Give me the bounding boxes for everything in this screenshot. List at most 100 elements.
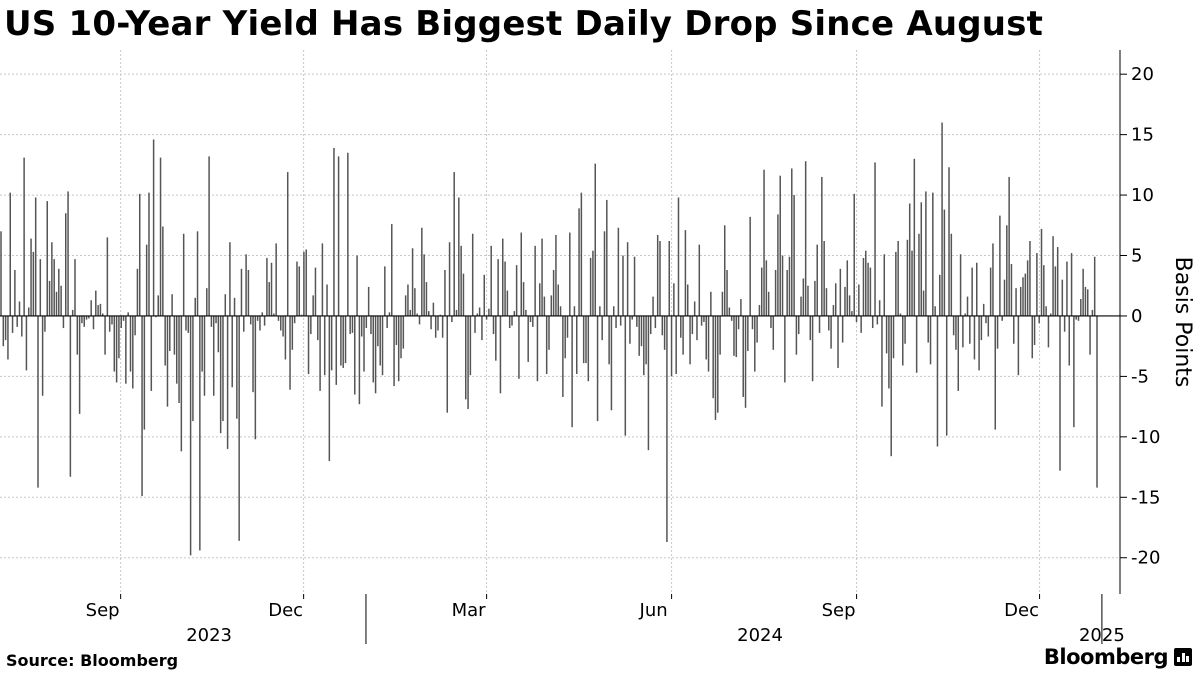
bar — [229, 242, 231, 316]
bar — [841, 315, 844, 343]
bar — [608, 315, 610, 365]
bar — [825, 288, 828, 316]
bar — [932, 192, 934, 316]
bar — [377, 315, 379, 347]
bar — [603, 231, 606, 316]
bar — [236, 315, 238, 419]
bar — [1061, 279, 1064, 316]
bar — [270, 262, 273, 316]
y-tick-labels: 20 15 10 5 0 -5 -10 -15 -20 — [1131, 64, 1160, 569]
bar — [619, 315, 622, 326]
bar — [599, 306, 601, 316]
bar — [247, 270, 250, 316]
bar — [460, 245, 462, 316]
bar — [268, 282, 270, 316]
bar — [647, 315, 650, 451]
bar — [284, 315, 287, 360]
bar — [441, 315, 444, 338]
bar — [943, 209, 946, 316]
bar — [832, 305, 835, 316]
bar — [885, 315, 888, 354]
bar — [400, 315, 402, 359]
bar — [1075, 315, 1077, 320]
bar — [804, 161, 807, 316]
bar — [273, 313, 275, 316]
bar — [626, 242, 629, 316]
bar — [342, 315, 344, 368]
bar — [712, 315, 714, 399]
bar — [185, 315, 187, 331]
bar — [562, 315, 564, 397]
bar — [78, 315, 81, 414]
bar — [104, 315, 106, 355]
bar — [851, 311, 853, 316]
bar — [969, 315, 971, 344]
bar — [492, 315, 495, 335]
bar — [1040, 228, 1043, 316]
bar — [1033, 315, 1036, 345]
bar — [973, 315, 976, 360]
bar — [386, 315, 388, 329]
bar — [141, 315, 143, 497]
chart-title: US 10-Year Yield Has Biggest Daily Drop … — [4, 4, 1044, 44]
bar — [92, 315, 95, 330]
bar — [434, 315, 437, 338]
bar — [152, 139, 155, 316]
bar — [696, 315, 698, 341]
bar — [601, 315, 603, 341]
bar — [809, 315, 812, 341]
bar — [122, 315, 125, 321]
bar — [610, 315, 613, 411]
bar — [573, 306, 576, 316]
bar — [737, 315, 740, 330]
bar — [1073, 315, 1075, 428]
bar — [148, 192, 150, 316]
bar — [957, 315, 960, 391]
bar — [113, 315, 116, 372]
bar — [922, 290, 925, 316]
bar — [173, 315, 176, 355]
bar — [566, 315, 569, 338]
bar — [723, 225, 726, 316]
bar — [164, 315, 166, 366]
bar — [855, 315, 858, 322]
bar — [300, 314, 303, 316]
bar — [659, 241, 661, 316]
bar — [444, 270, 446, 316]
bar — [95, 290, 97, 316]
bar — [950, 233, 953, 316]
bar — [978, 315, 980, 371]
bar — [807, 285, 809, 316]
bar — [478, 307, 481, 316]
bar — [18, 301, 21, 316]
bar — [649, 315, 652, 335]
bar — [363, 315, 365, 372]
bar — [108, 315, 111, 332]
bar — [462, 273, 465, 316]
bar — [354, 315, 356, 395]
bar — [404, 295, 407, 316]
bar — [920, 202, 923, 316]
bar — [700, 315, 703, 326]
bar — [1089, 315, 1091, 355]
bar — [730, 315, 733, 321]
bar — [162, 226, 164, 316]
bar — [878, 300, 881, 316]
bar — [310, 315, 312, 335]
bar — [589, 257, 592, 316]
bar — [834, 283, 837, 316]
bar — [428, 311, 430, 316]
bar — [904, 315, 906, 344]
bar — [952, 315, 955, 336]
bar — [365, 315, 368, 329]
bar — [925, 191, 927, 316]
bar — [212, 315, 215, 396]
bar — [636, 315, 638, 327]
bar — [249, 315, 252, 325]
bar — [85, 315, 88, 320]
bar — [606, 199, 608, 316]
bar — [874, 162, 876, 316]
bar — [30, 238, 32, 316]
y-tick-label: 20 — [1131, 64, 1154, 85]
